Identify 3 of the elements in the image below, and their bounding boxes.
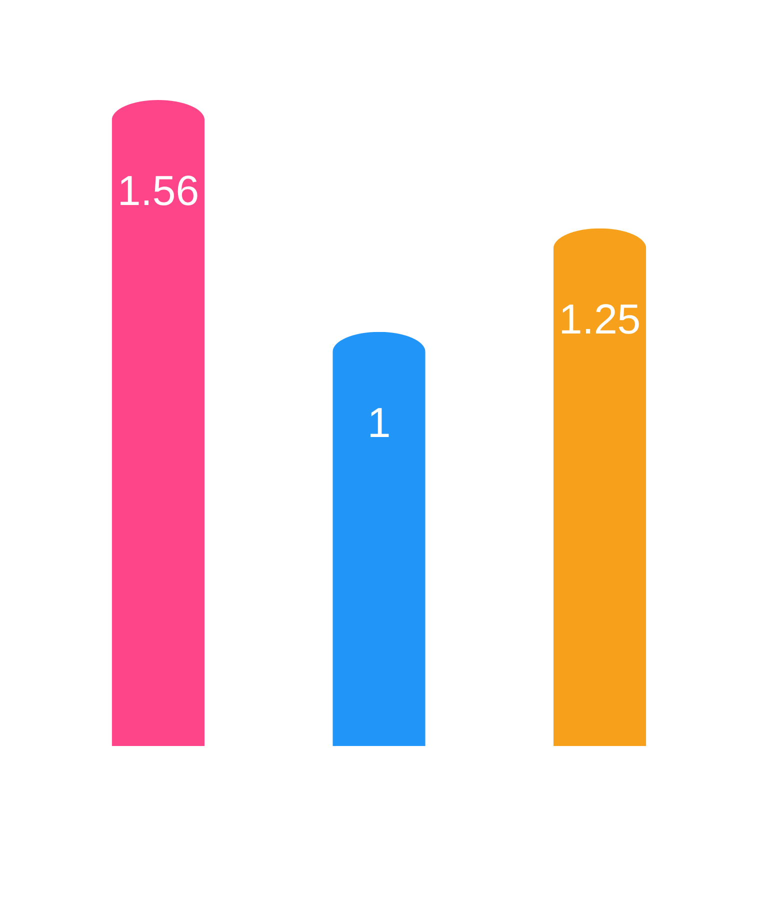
data-label: 1 [367,398,391,446]
data-label: 1.25 [558,295,641,342]
data-label: 1.56 [117,167,200,214]
